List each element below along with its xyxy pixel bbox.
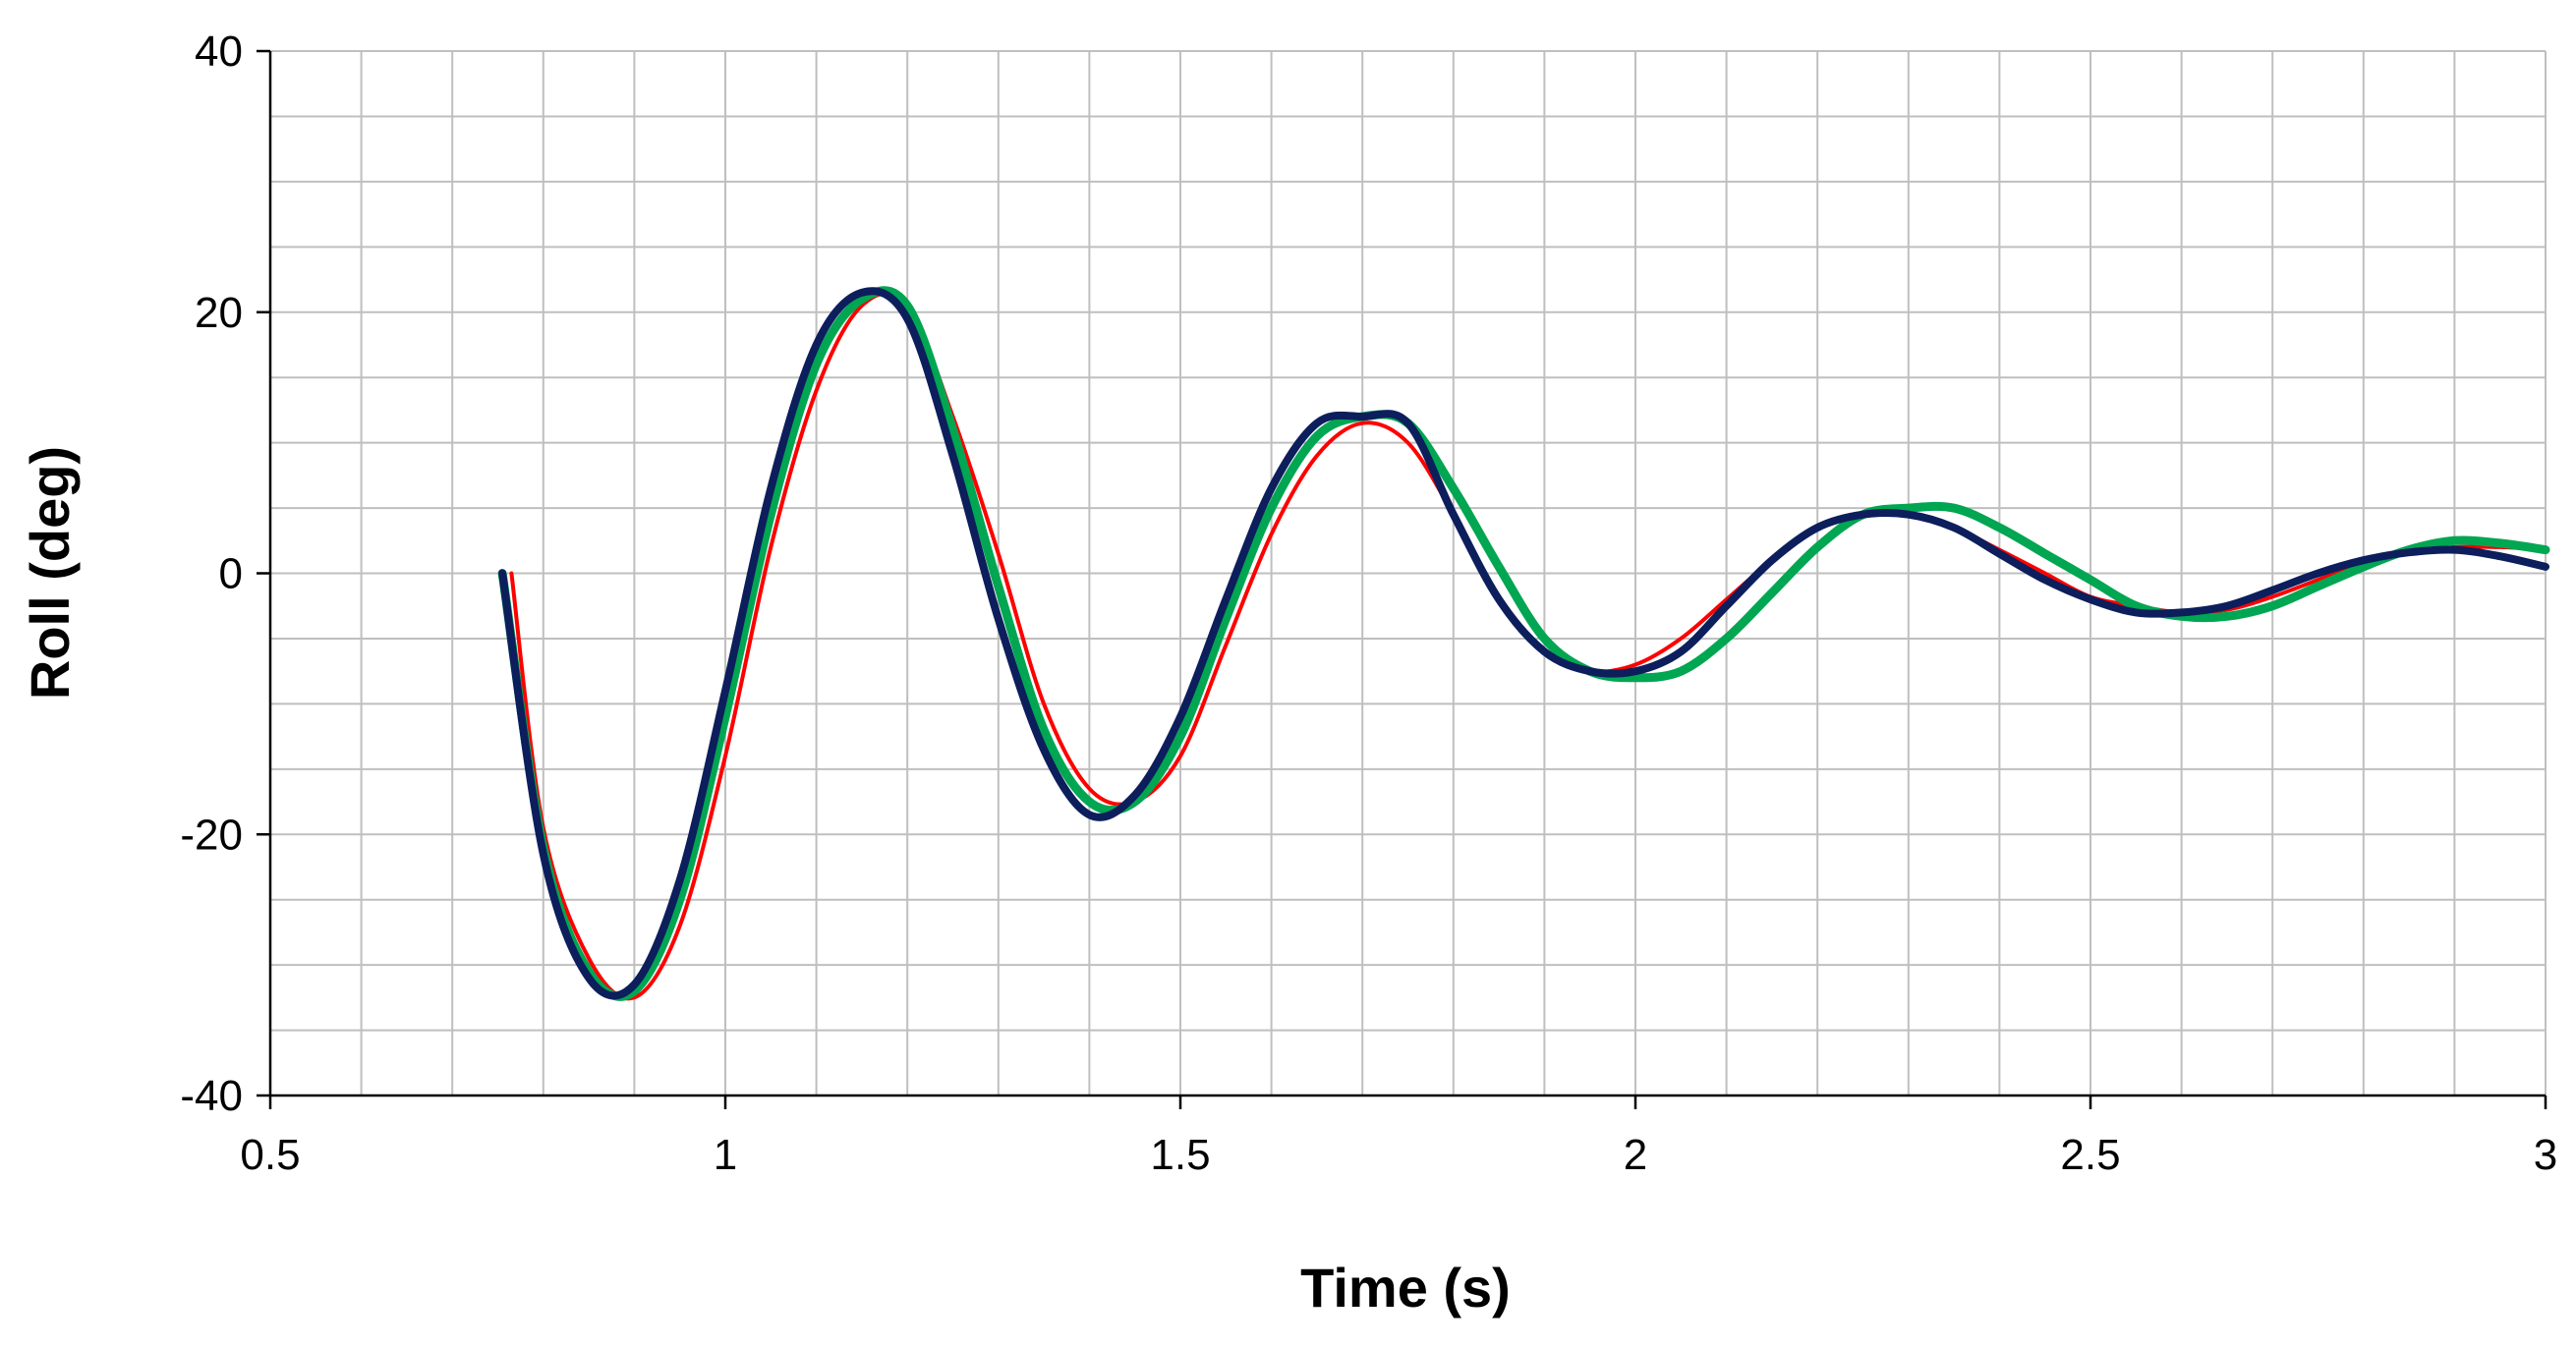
grid — [269, 50, 2547, 1096]
tick-labels: -40 -20 0 20 40 0.5 1 1.5 2 2.5 3 — [180, 28, 2557, 1179]
x-tick-label: 1 — [714, 1131, 737, 1179]
x-tick-label: 2 — [1624, 1131, 1647, 1179]
y-axis-title: Roll (deg) — [19, 446, 81, 700]
axes — [257, 49, 2547, 1109]
x-axis-title: Time (s) — [1300, 1257, 1511, 1319]
y-tick-label: -20 — [180, 811, 243, 859]
y-tick-label: 20 — [195, 289, 243, 337]
x-tick-label: 2.5 — [2060, 1131, 2120, 1179]
x-tick-label: 0.5 — [240, 1131, 300, 1179]
x-tick-label: 1.5 — [1150, 1131, 1210, 1179]
series-lines — [497, 286, 2550, 1001]
y-tick-label: 40 — [195, 28, 243, 76]
x-tick-label: 3 — [2534, 1131, 2557, 1179]
series-line-navy — [498, 287, 2549, 1000]
y-tick-label: 0 — [219, 550, 243, 598]
y-tick-label: -40 — [180, 1072, 243, 1120]
